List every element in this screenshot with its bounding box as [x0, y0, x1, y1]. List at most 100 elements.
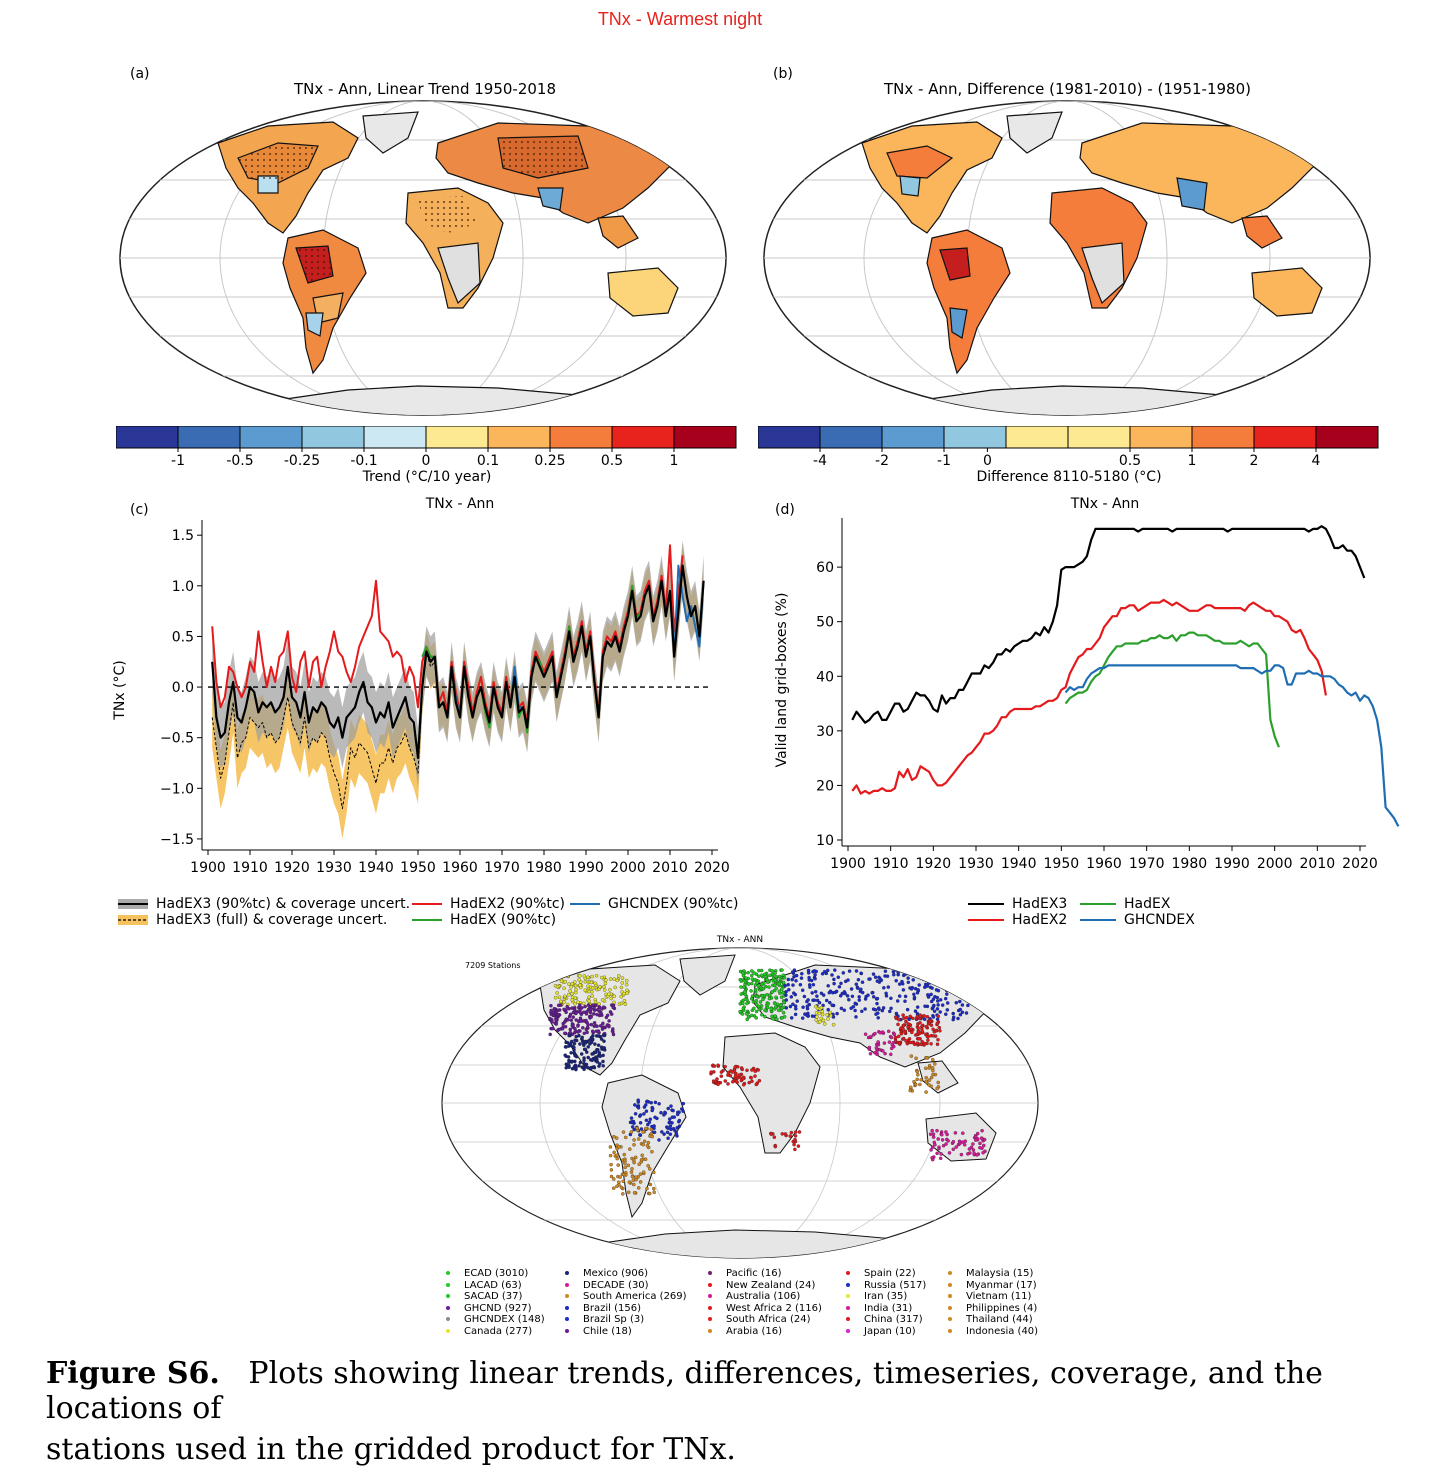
panel-b-colorbar-segment [943, 426, 1007, 449]
station-dot [901, 1026, 905, 1031]
panel-b-colorbar-segment [1067, 426, 1131, 449]
station-dot [562, 1000, 566, 1004]
panel-d-y-tick-label: 40 [816, 669, 834, 685]
panel-d-legend-4: GHCNDEX [1080, 912, 1195, 928]
station-dot [903, 994, 908, 999]
station-dot [562, 986, 566, 991]
station-dot [636, 1100, 641, 1104]
panel-b-letter: (b) [773, 66, 793, 82]
station-dot [938, 1156, 943, 1161]
station-dot [944, 1012, 948, 1016]
station-dot [569, 1051, 573, 1055]
station-dot [936, 1003, 940, 1007]
panel-a-colorbar-tick-label: 0 [422, 453, 431, 469]
station-dot [963, 984, 967, 989]
station-dot [912, 992, 916, 997]
station-map [441, 947, 1039, 1259]
station-dot [958, 984, 962, 988]
panel-a-colorbar-segment [611, 426, 675, 449]
panel-a-colorbar-segment [549, 426, 613, 449]
station-dot [936, 1037, 940, 1042]
station-dot [573, 990, 578, 995]
station-dot [801, 1005, 805, 1009]
station-dot [744, 1012, 749, 1016]
station-dot [645, 1099, 649, 1104]
station-dot [602, 1039, 606, 1043]
station-dot [568, 989, 572, 993]
station-dot [644, 1126, 648, 1131]
station-dot [738, 1009, 742, 1014]
panel-c-x-tick-label: 1940 [358, 860, 394, 876]
station-dot [749, 1076, 753, 1080]
panel-b-colorbar-segment [1129, 426, 1193, 449]
station-dot [956, 968, 960, 972]
station-dot [597, 1002, 601, 1006]
station-dot [956, 1016, 960, 1021]
station-dot [619, 1185, 624, 1190]
legend-dot-icon [708, 1271, 712, 1275]
station-dot [772, 1135, 777, 1139]
station-dot [919, 1042, 924, 1047]
station-dot [857, 995, 861, 999]
station-dot [966, 968, 970, 973]
station-dot [665, 1130, 670, 1135]
station-dot [871, 1007, 876, 1011]
station-dot [750, 1079, 754, 1084]
station-dot [786, 982, 790, 987]
station-dot [632, 1182, 636, 1187]
station-dot [909, 1027, 914, 1031]
station-dot [763, 1008, 767, 1013]
station-dot [572, 1048, 576, 1052]
station-dot [934, 988, 939, 992]
station-dot [784, 993, 788, 997]
station-dot [904, 1039, 908, 1043]
station-dot [853, 1008, 857, 1013]
legend-dot-icon [948, 1305, 952, 1310]
station-dot [596, 1043, 601, 1047]
station-dot [978, 1141, 982, 1146]
station-dot [622, 999, 627, 1003]
station-dot [753, 977, 757, 982]
station-dot [972, 1151, 976, 1156]
station-dot [833, 968, 837, 972]
station-dot [791, 1139, 795, 1144]
station-dot [622, 1152, 627, 1157]
panel-b-colorbar-segment [1191, 426, 1255, 449]
station-dot [759, 1004, 764, 1008]
station-dot [959, 1152, 964, 1157]
station-dot [677, 1118, 682, 1123]
station-dot [901, 1023, 906, 1028]
station-dot [602, 984, 606, 989]
station-dot [928, 1132, 933, 1136]
panel-a-colorbar-label: Trend (°C/10 year) [362, 469, 492, 485]
station-dot [607, 1019, 611, 1023]
station-dot [882, 1041, 887, 1045]
station-dot [765, 1005, 770, 1010]
station-legend-item: South Africa (24) [726, 1314, 811, 1325]
station-dot [615, 1184, 619, 1189]
station-dot [586, 1055, 590, 1060]
station-dot [629, 1170, 634, 1174]
station-dot [780, 968, 784, 972]
station-dot [590, 994, 595, 998]
station-dot [669, 1104, 673, 1108]
station-dot [881, 1006, 886, 1010]
panel-d-x-tick-label: 1910 [873, 856, 909, 872]
station-dot [633, 1103, 637, 1107]
station-dot [578, 1019, 583, 1023]
station-dot [886, 1029, 891, 1034]
station-dot [768, 973, 772, 978]
station-dot [779, 1003, 783, 1007]
station-dot [769, 1007, 774, 1011]
station-dot [927, 1078, 932, 1082]
station-dot [666, 1136, 670, 1140]
station-dot [916, 1026, 920, 1030]
panel-b-colorbar-segment [819, 426, 883, 449]
station-dot [607, 992, 611, 996]
station-legend-item: Chile (18) [583, 1325, 632, 1337]
station-dot [964, 1011, 969, 1015]
station-legend-item: SACAD (37) [464, 1291, 523, 1302]
station-dot [790, 977, 794, 982]
station-dot [578, 983, 582, 987]
station-dot [908, 1088, 912, 1093]
